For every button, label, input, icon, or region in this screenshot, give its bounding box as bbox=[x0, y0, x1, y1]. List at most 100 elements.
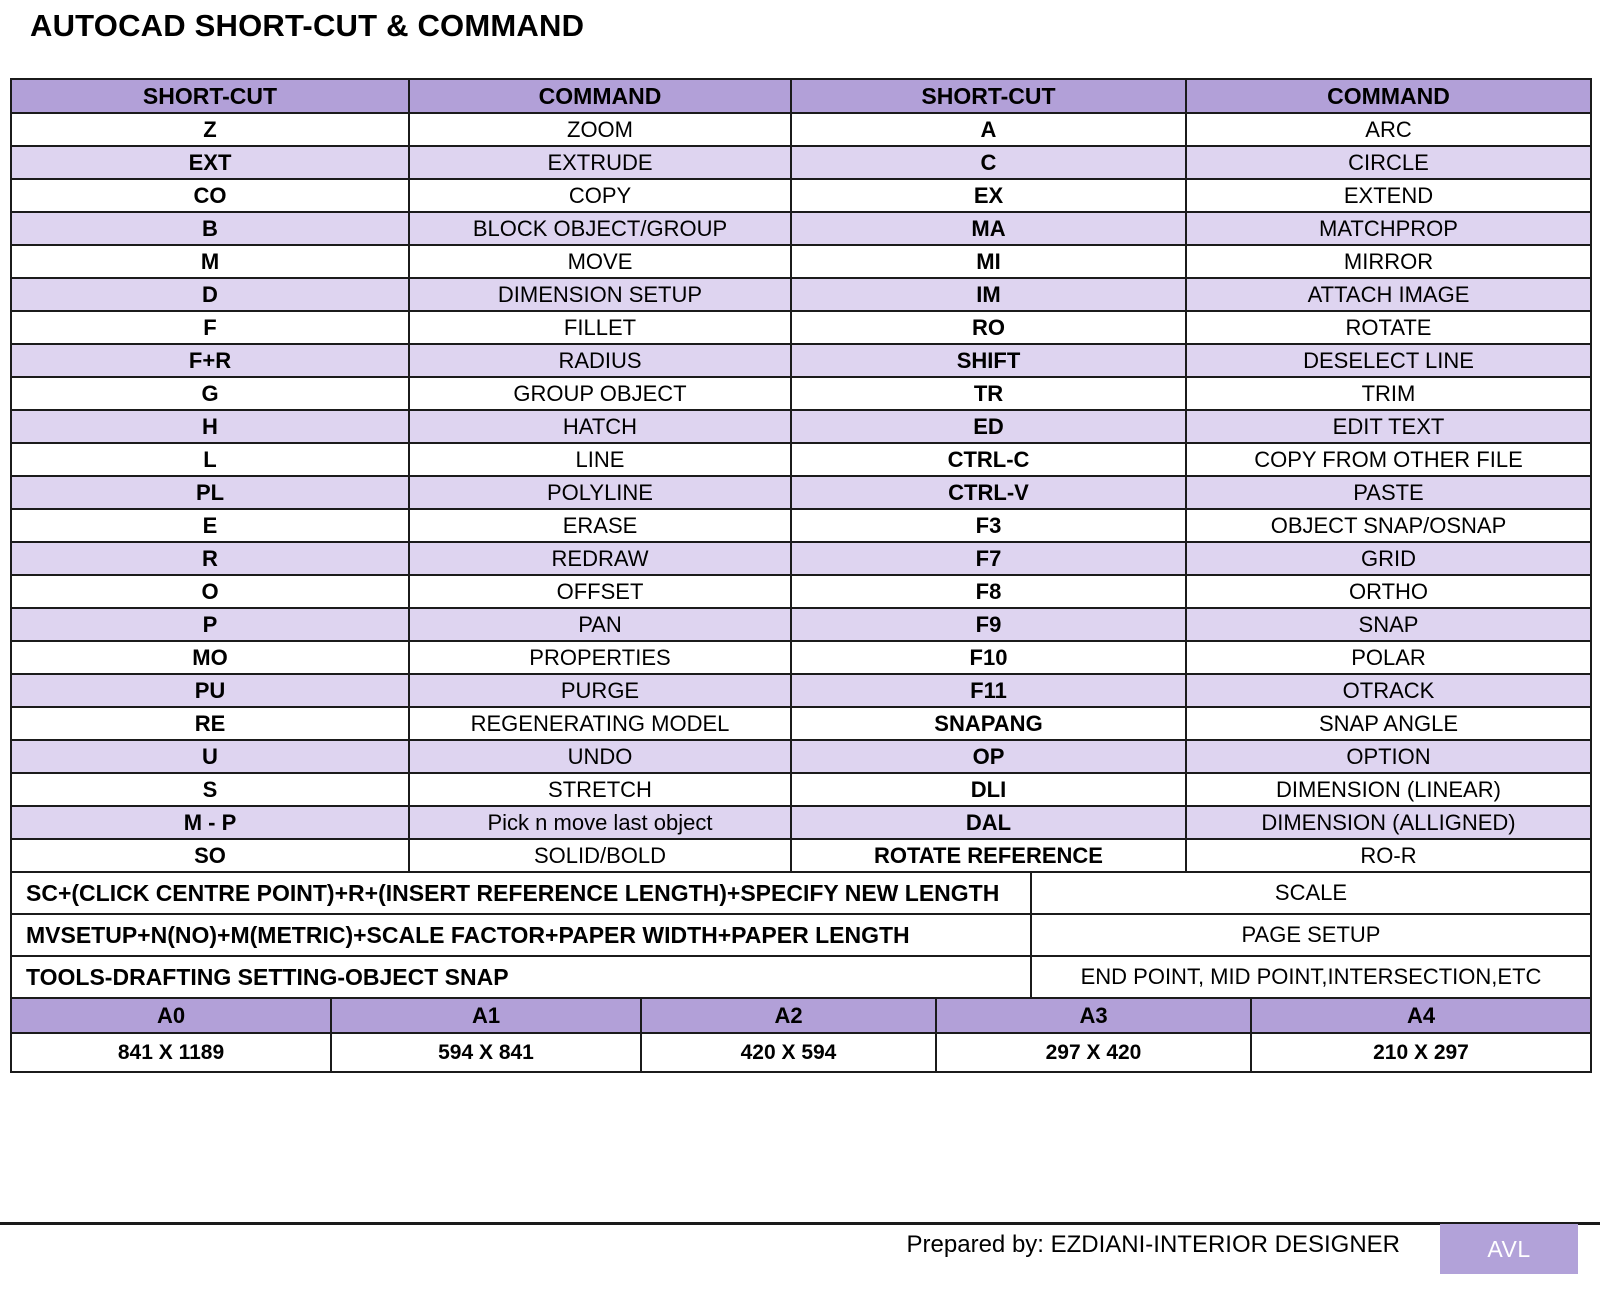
command-cell: MOVE bbox=[408, 244, 792, 279]
shortcut-cell: MO bbox=[10, 640, 410, 675]
column-header: SHORT-CUT bbox=[10, 78, 410, 114]
table-row: E ERASE F3 OBJECT SNAP/OSNAP bbox=[10, 508, 1592, 543]
command-cell: ROTATE bbox=[1185, 310, 1592, 345]
command-cell: ERASE bbox=[408, 508, 792, 543]
procedure-row: TOOLS-DRAFTING SETTING-OBJECT SNAP END PO… bbox=[10, 955, 1592, 999]
shortcut-cell: M bbox=[10, 244, 410, 279]
avl-badge: AVL bbox=[1440, 1224, 1578, 1274]
shortcut-cell: CO bbox=[10, 178, 410, 213]
prepared-by-text: Prepared by: EZDIANI-INTERIOR DESIGNER bbox=[906, 1231, 1400, 1258]
procedure-table: SC+(CLICK CENTRE POINT)+R+(INSERT REFERE… bbox=[10, 871, 1592, 999]
table-row: H HATCH ED EDIT TEXT bbox=[10, 409, 1592, 444]
table-row: EXT EXTRUDE C CIRCLE bbox=[10, 145, 1592, 180]
command-cell: LINE bbox=[408, 442, 792, 477]
table-row: O OFFSET F8 ORTHO bbox=[10, 574, 1592, 609]
shortcut-cell: F7 bbox=[790, 541, 1187, 576]
table-row: PL POLYLINE CTRL-V PASTE bbox=[10, 475, 1592, 510]
command-cell: HATCH bbox=[408, 409, 792, 444]
command-cell: REGENERATING MODEL bbox=[408, 706, 792, 741]
shortcut-cell: F9 bbox=[790, 607, 1187, 642]
paper-size-value-row: 841 X 1189 594 X 841 420 X 594 297 X 420 210… bbox=[10, 1032, 1592, 1073]
shortcut-cell: R bbox=[10, 541, 410, 576]
table-row: PU PURGE F11 OTRACK bbox=[10, 673, 1592, 708]
command-cell: ARC bbox=[1185, 112, 1592, 147]
procedure-cell: MVSETUP+N(NO)+M(METRIC)+SCALE FACTOR+PAP… bbox=[10, 913, 1032, 957]
header-row: SHORT-CUT COMMAND SHORT-CUT COMMAND bbox=[10, 78, 1592, 114]
shortcut-cell: SNAPANG bbox=[790, 706, 1187, 741]
procedure-command-cell: END POINT, MID POINT,INTERSECTION,ETC bbox=[1030, 955, 1592, 999]
paper-size-header: A0 bbox=[10, 997, 332, 1034]
shortcut-cell: C bbox=[790, 145, 1187, 180]
shortcut-cell: SHIFT bbox=[790, 343, 1187, 378]
command-cell: PURGE bbox=[408, 673, 792, 708]
command-cell: ATTACH IMAGE bbox=[1185, 277, 1592, 312]
table-row: S STRETCH DLI DIMENSION (LINEAR) bbox=[10, 772, 1592, 807]
page-title: AUTOCAD SHORT-CUT & COMMAND bbox=[30, 8, 585, 43]
shortcut-cell: E bbox=[10, 508, 410, 543]
command-cell: PASTE bbox=[1185, 475, 1592, 510]
procedure-row: SC+(CLICK CENTRE POINT)+R+(INSERT REFERE… bbox=[10, 871, 1592, 915]
command-cell: RO-R bbox=[1185, 838, 1592, 873]
command-cell: BLOCK OBJECT/GROUP bbox=[408, 211, 792, 246]
table-row: D DIMENSION SETUP IM ATTACH IMAGE bbox=[10, 277, 1592, 312]
shortcut-cell: A bbox=[790, 112, 1187, 147]
shortcut-cell: MI bbox=[790, 244, 1187, 279]
paper-size-header: A3 bbox=[935, 997, 1252, 1034]
shortcut-cell: CTRL-V bbox=[790, 475, 1187, 510]
command-cell: SOLID/BOLD bbox=[408, 838, 792, 873]
footer-divider bbox=[0, 1222, 1600, 1225]
command-cell: SNAP bbox=[1185, 607, 1592, 642]
shortcut-cell: P bbox=[10, 607, 410, 642]
procedure-row: MVSETUP+N(NO)+M(METRIC)+SCALE FACTOR+PAP… bbox=[10, 913, 1592, 957]
table-row: SO SOLID/BOLD ROTATE REFERENCE RO-R bbox=[10, 838, 1592, 873]
table-row: F+R RADIUS SHIFT DESELECT LINE bbox=[10, 343, 1592, 378]
column-header: SHORT-CUT bbox=[790, 78, 1187, 114]
table-row: CO COPY EX EXTEND bbox=[10, 178, 1592, 213]
column-header: COMMAND bbox=[408, 78, 792, 114]
shortcut-cell: OP bbox=[790, 739, 1187, 774]
procedure-cell: TOOLS-DRAFTING SETTING-OBJECT SNAP bbox=[10, 955, 1032, 999]
command-cell: STRETCH bbox=[408, 772, 792, 807]
command-cell: SNAP ANGLE bbox=[1185, 706, 1592, 741]
command-cell: DIMENSION (LINEAR) bbox=[1185, 772, 1592, 807]
shortcut-cell: PL bbox=[10, 475, 410, 510]
shortcut-cell: S bbox=[10, 772, 410, 807]
shortcut-table-head: SHORT-CUT COMMAND SHORT-CUT COMMAND bbox=[10, 78, 1592, 114]
paper-size-header: A4 bbox=[1250, 997, 1592, 1034]
paper-size-value: 420 X 594 bbox=[640, 1032, 937, 1073]
command-cell: ZOOM bbox=[408, 112, 792, 147]
command-cell: OPTION bbox=[1185, 739, 1592, 774]
column-header: COMMAND bbox=[1185, 78, 1592, 114]
paper-size-body: 841 X 1189 594 X 841 420 X 594 297 X 420 210… bbox=[10, 1032, 1592, 1073]
shortcut-table-body: Z ZOOM A ARC EXT EXTRUDE C CIRCLE CO COPY EX EXTEND… bbox=[10, 112, 1592, 873]
command-cell: RADIUS bbox=[408, 343, 792, 378]
paper-size-table: A0 A1 A2 A3 A4 841 X 1189 594 X 841 420 X 594 2… bbox=[10, 997, 1592, 1073]
command-cell: FILLET bbox=[408, 310, 792, 345]
shortcut-cell: PU bbox=[10, 673, 410, 708]
shortcut-cell: F+R bbox=[10, 343, 410, 378]
shortcut-cell: SO bbox=[10, 838, 410, 873]
shortcut-cell: F10 bbox=[790, 640, 1187, 675]
procedure-command-cell: PAGE SETUP bbox=[1030, 913, 1592, 957]
command-cell: TRIM bbox=[1185, 376, 1592, 411]
shortcut-cell: TR bbox=[790, 376, 1187, 411]
command-cell: OBJECT SNAP/OSNAP bbox=[1185, 508, 1592, 543]
shortcut-cell: U bbox=[10, 739, 410, 774]
shortcut-cell: F bbox=[10, 310, 410, 345]
command-cell: MATCHPROP bbox=[1185, 211, 1592, 246]
procedure-cell: SC+(CLICK CENTRE POINT)+R+(INSERT REFERE… bbox=[10, 871, 1032, 915]
table-row: R REDRAW F7 GRID bbox=[10, 541, 1592, 576]
paper-size-header-row: A0 A1 A2 A3 A4 bbox=[10, 997, 1592, 1034]
table-row: RE REGENERATING MODEL SNAPANG SNAP ANGLE bbox=[10, 706, 1592, 741]
paper-size-header: A1 bbox=[330, 997, 642, 1034]
shortcut-cell: ROTATE REFERENCE bbox=[790, 838, 1187, 873]
command-cell: UNDO bbox=[408, 739, 792, 774]
paper-size-value: 297 X 420 bbox=[935, 1032, 1252, 1073]
table-row: F FILLET RO ROTATE bbox=[10, 310, 1592, 345]
shortcut-cell: F11 bbox=[790, 673, 1187, 708]
procedure-table-body: SC+(CLICK CENTRE POINT)+R+(INSERT REFERE… bbox=[10, 871, 1592, 999]
command-cell: POLAR bbox=[1185, 640, 1592, 675]
shortcut-cell: M - P bbox=[10, 805, 410, 840]
table-row: M MOVE MI MIRROR bbox=[10, 244, 1592, 279]
table-row: M - P Pick n move last object DAL DIMENSION… bbox=[10, 805, 1592, 840]
